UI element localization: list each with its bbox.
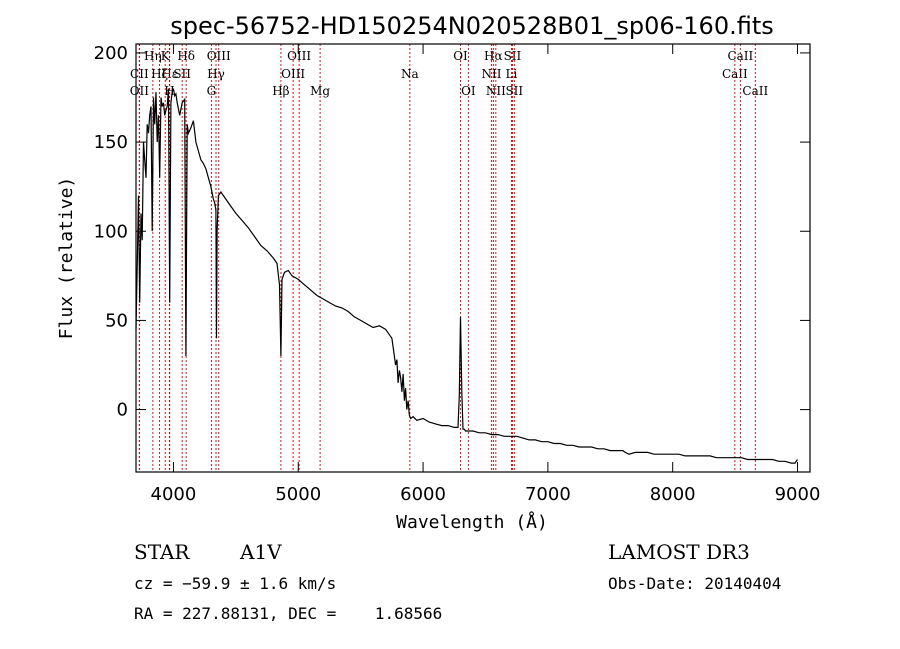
line-label: Na [401,67,419,81]
line-label: OII [130,84,150,98]
line-label: OIII [281,67,305,81]
line-label: Hβ [272,84,289,98]
x-tick-label: 8000 [650,484,696,505]
axis-ticks: 4000 5000 6000 7000 8000 9000 0 50 100 150 200 [94,43,821,505]
line-label: CaII [727,49,753,63]
line-label: OIII [207,49,231,63]
x-tick-label: 7000 [525,484,571,505]
survey-name: LAMOST DR3 [608,540,750,564]
line-label: Hη [144,49,162,63]
object-subclass: A1V [240,540,282,564]
line-label: NII [486,84,506,98]
y-tick-label: 50 [105,310,128,331]
y-tick-label: 150 [94,132,128,153]
line-label: Hζ [151,67,168,81]
line-label: OIII [287,49,311,63]
line-label: Hα [484,49,503,63]
x-tick-label: 4000 [151,484,197,505]
line-label: G [207,84,217,98]
line-label: Hγ [207,67,225,81]
y-tick-label: 200 [94,43,128,64]
y-axis-label: Flux (relative) [56,177,77,340]
line-label: NII [481,67,501,81]
x-tick-label: 5000 [275,484,321,505]
spectrum-line [135,88,798,464]
line-label: CaII [722,67,748,81]
line-label: Hδ [177,49,195,63]
line-label: SII [173,67,191,81]
line-label: K [161,49,171,63]
y-tick-label: 100 [94,221,128,242]
line-label: OI [461,84,476,98]
line-label: H [164,84,174,98]
plot-frame [135,43,811,473]
line-label: CaII [742,84,768,98]
line-label: Mg [310,84,330,98]
x-axis-label: Wavelength (Å) [396,511,548,533]
spectrum-chart: spec-56752-HD150254N020528B01_sp06-160.f… [56,12,821,533]
observation-date: Obs-Date: 20140404 [608,574,782,593]
object-class: STAR [134,540,190,564]
x-tick-label: 6000 [400,484,446,505]
x-tick-label: 9000 [775,484,821,505]
line-label: SII [505,84,523,98]
chart-title: spec-56752-HD150254N020528B01_sp06-160.f… [170,12,774,40]
line-label: Li [506,67,518,81]
y-tick-label: 0 [117,400,128,421]
ra-dec-coordinates: RA = 227.88131, DEC = 1.68566 [134,604,443,623]
line-label: OI [453,49,468,63]
redshift-cz: cz = −59.9 ± 1.6 km/s [134,574,337,593]
line-label: SII [504,49,522,63]
